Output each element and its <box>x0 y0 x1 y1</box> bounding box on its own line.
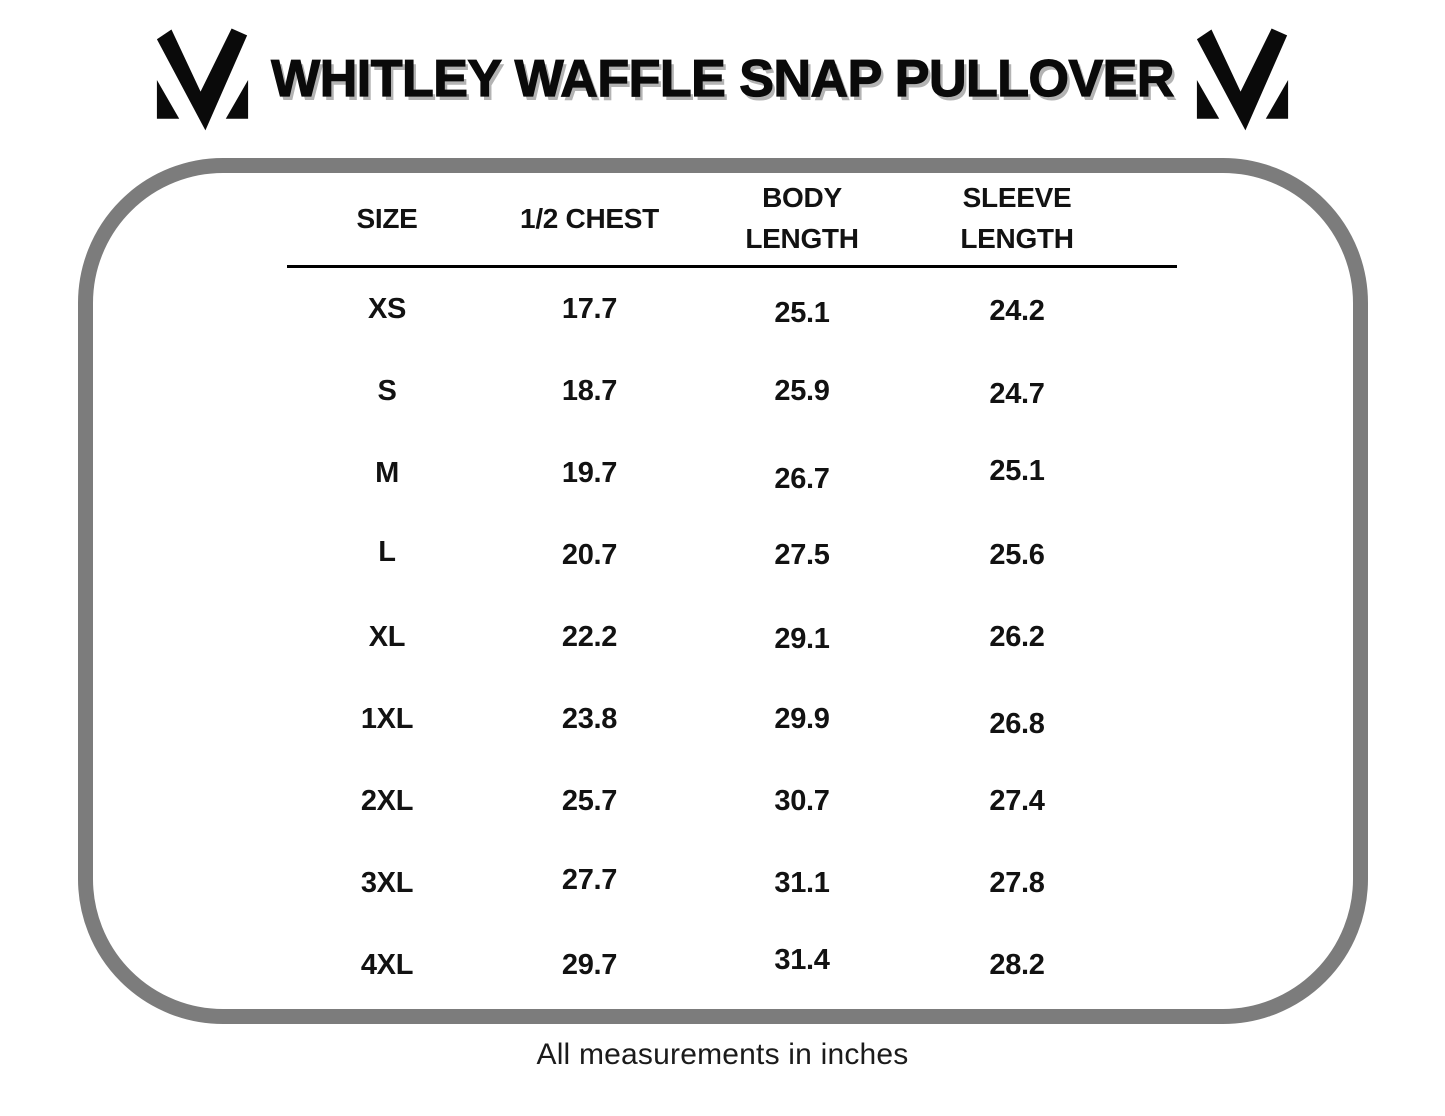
body-length-cell: 29.9 <box>774 702 830 735</box>
table-row-s: S 18.7 25.9 24.7 <box>287 350 1177 432</box>
sleeve-length-cell: 25.6 <box>989 538 1045 571</box>
table-header-row: SIZE 1/2 CHEST BODY LENGTH SLEEVE LENGTH <box>287 173 1177 265</box>
half-chest-cell: 29.7 <box>561 948 618 981</box>
table-row-1xl: 1XL 23.8 29.9 26.8 <box>287 678 1177 760</box>
half-chest-cell: 18.7 <box>561 374 618 407</box>
sleeve-length-cell: 26.2 <box>989 620 1045 653</box>
half-chest-cell: 27.7 <box>561 863 618 896</box>
half-chest-cell: 19.7 <box>561 456 618 489</box>
column-header-sleeve-length-label: SLEEVE LENGTH <box>960 182 1074 254</box>
m-monogram-logo-right <box>1194 26 1291 132</box>
column-header-half-chest: 1/2 CHEST <box>487 173 692 265</box>
size-cell: XS <box>367 292 407 325</box>
size-cell: 1XL <box>360 702 414 735</box>
body-length-cell: 25.9 <box>774 374 830 407</box>
body-length-cell: 31.1 <box>774 866 830 899</box>
sleeve-length-cell: 28.2 <box>989 948 1045 981</box>
column-header-body-length: BODY LENGTH <box>692 173 912 265</box>
header-divider <box>287 265 1177 268</box>
table-row-2xl: 2XL 25.7 30.7 27.4 <box>287 760 1177 842</box>
sleeve-length-cell: 26.8 <box>989 707 1045 740</box>
column-header-size-label: SIZE <box>356 202 418 234</box>
size-cell: M <box>375 456 399 489</box>
sleeve-length-cell: 25.1 <box>989 454 1045 487</box>
body-length-cell: 25.1 <box>774 296 830 329</box>
sleeve-length-cell: 27.4 <box>989 784 1045 817</box>
table-row-l: L 20.7 27.5 25.6 <box>287 514 1177 596</box>
body-length-cell: 29.1 <box>774 622 830 655</box>
size-chart-card: SIZE 1/2 CHEST BODY LENGTH SLEEVE LENGTH… <box>78 158 1368 1024</box>
table-row-4xl: 4XL 29.7 31.4 28.2 <box>287 924 1177 1006</box>
body-length-cell: 31.4 <box>774 943 830 976</box>
size-cell: 4XL <box>360 948 414 981</box>
sleeve-length-cell: 24.7 <box>989 377 1045 410</box>
size-table: SIZE 1/2 CHEST BODY LENGTH SLEEVE LENGTH… <box>287 173 1177 1006</box>
table-row-xs: XS 17.7 25.1 24.2 <box>287 268 1177 350</box>
half-chest-cell: 20.7 <box>561 538 618 571</box>
body-length-cell: 27.5 <box>774 538 830 571</box>
table-row-m: M 19.7 26.7 25.1 <box>287 432 1177 514</box>
half-chest-cell: 25.7 <box>561 784 618 817</box>
sleeve-length-cell: 24.2 <box>989 294 1045 327</box>
size-cell: 3XL <box>360 866 414 899</box>
sleeve-length-cell: 27.8 <box>989 866 1045 899</box>
column-header-body-length-label: BODY LENGTH <box>745 182 859 254</box>
column-header-sleeve-length: SLEEVE LENGTH <box>912 173 1122 265</box>
measurements-note: All measurements in inches <box>536 1038 909 1071</box>
size-cell: S <box>377 374 397 407</box>
half-chest-cell: 17.7 <box>561 292 618 325</box>
brand-header: WHITLEY WAFFLE SNAP PULLOVER <box>0 26 1445 132</box>
size-cell: L <box>378 535 396 568</box>
size-cell: XL <box>368 620 406 653</box>
half-chest-cell: 22.2 <box>561 620 618 653</box>
column-header-size: SIZE <box>287 173 487 265</box>
table-body: XS 17.7 25.1 24.2 S 18.7 25.9 24.7 M 19.… <box>287 268 1177 1006</box>
page-title: WHITLEY WAFFLE SNAP PULLOVER <box>271 49 1175 108</box>
body-length-cell: 30.7 <box>774 784 830 817</box>
half-chest-cell: 23.8 <box>561 702 618 735</box>
column-header-half-chest-label: 1/2 CHEST <box>520 202 659 234</box>
table-row-3xl: 3XL 27.7 31.1 27.8 <box>287 842 1177 924</box>
table-row-xl: XL 22.2 29.1 26.2 <box>287 596 1177 678</box>
body-length-cell: 26.7 <box>774 462 830 495</box>
size-cell: 2XL <box>360 784 414 817</box>
m-monogram-logo-left <box>154 26 251 132</box>
